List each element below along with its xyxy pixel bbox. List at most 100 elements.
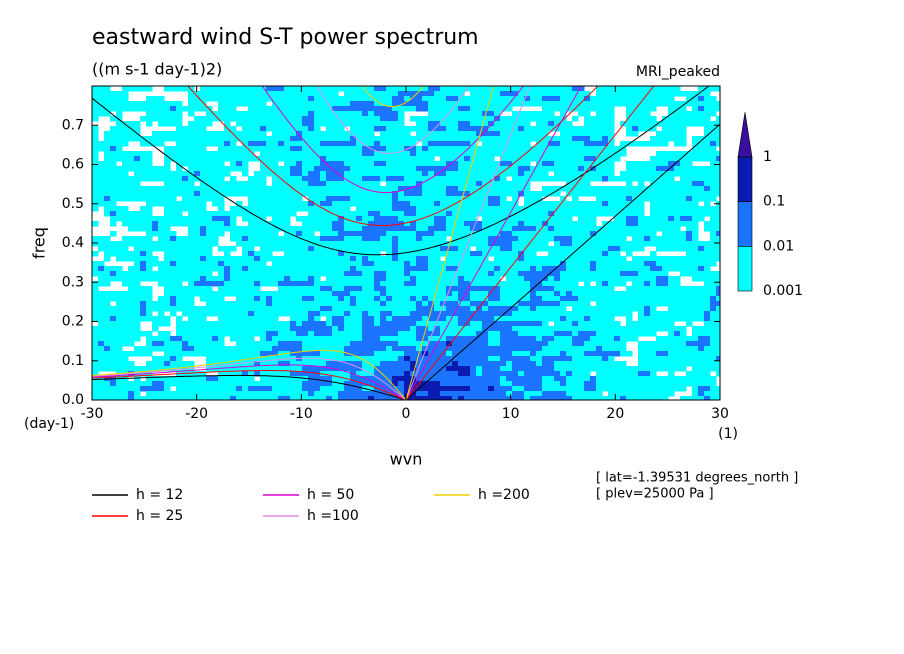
spectrum-cell: [362, 311, 369, 317]
spectrum-cell: [698, 286, 705, 292]
spectrum-cell: [188, 246, 195, 252]
spectrum-cell: [446, 156, 453, 162]
spectrum-cell: [680, 341, 687, 347]
spectrum-cell: [362, 131, 369, 137]
spectrum-cell: [470, 121, 477, 127]
spectrum-cell: [464, 296, 471, 302]
spectrum-cell: [254, 156, 261, 162]
spectrum-cell: [290, 246, 297, 252]
spectrum-cell: [188, 141, 195, 147]
spectrum-cell: [506, 311, 513, 317]
spectrum-cell: [452, 121, 459, 127]
spectrum-cell: [140, 311, 147, 317]
spectrum-cell: [668, 191, 675, 197]
spectrum-cell: [416, 321, 423, 327]
spectrum-cell: [374, 146, 381, 152]
spectrum-cell: [602, 86, 609, 92]
spectrum-cell: [206, 256, 213, 262]
spectrum-cell: [602, 221, 609, 227]
spectrum-cell: [602, 96, 609, 102]
spectrum-cell: [428, 201, 435, 207]
spectrum-cell: [422, 206, 429, 212]
spectrum-cell: [668, 186, 675, 192]
spectrum-cell: [602, 211, 609, 217]
spectrum-cell: [632, 296, 639, 302]
spectrum-cell: [110, 271, 117, 277]
spectrum-cell: [338, 166, 345, 172]
spectrum-cell: [626, 186, 633, 192]
spectrum-cell: [476, 311, 483, 317]
spectrum-cell: [392, 341, 399, 347]
spectrum-cell: [194, 226, 201, 232]
spectrum-cell: [686, 286, 693, 292]
spectrum-cell: [386, 311, 393, 317]
spectrum-cell: [218, 266, 225, 272]
spectrum-cell: [356, 166, 363, 172]
spectrum-cell: [518, 306, 525, 312]
spectrum-cell: [338, 206, 345, 212]
spectrum-cell: [434, 296, 441, 302]
spectrum-cell: [344, 336, 351, 342]
spectrum-cell: [512, 231, 519, 237]
spectrum-cell: [620, 151, 627, 157]
spectrum-cell: [254, 326, 261, 332]
spectrum-cell: [692, 96, 699, 102]
spectrum-cell: [170, 336, 177, 342]
spectrum-cell: [638, 171, 645, 177]
spectrum-cell: [548, 176, 555, 182]
spectrum-cell: [482, 161, 489, 167]
spectrum-cell: [374, 326, 381, 332]
spectrum-cell: [710, 331, 717, 337]
spectrum-cell: [500, 156, 507, 162]
spectrum-cell: [422, 296, 429, 302]
spectrum-cell: [458, 186, 465, 192]
spectrum-cell: [254, 271, 261, 277]
spectrum-cell: [314, 131, 321, 137]
spectrum-cell: [650, 136, 657, 142]
spectrum-cell: [626, 101, 633, 107]
spectrum-cell: [434, 121, 441, 127]
spectrum-cell: [476, 316, 483, 322]
spectrum-cell: [362, 301, 369, 307]
spectrum-cell: [584, 106, 591, 112]
spectrum-cell: [278, 171, 285, 177]
spectrum-cell: [476, 196, 483, 202]
spectrum-cell: [332, 131, 339, 137]
spectrum-cell: [404, 236, 411, 242]
spectrum-cell: [326, 126, 333, 132]
spectrum-cell: [440, 301, 447, 307]
spectrum-cell: [206, 291, 213, 297]
spectrum-cell: [536, 231, 543, 237]
spectrum-cell: [134, 216, 141, 222]
spectrum-cell: [164, 151, 171, 157]
spectrum-cell: [398, 151, 405, 157]
spectrum-cell: [584, 306, 591, 312]
spectrum-cell: [458, 231, 465, 237]
spectrum-cell: [254, 186, 261, 192]
spectrum-cell: [626, 131, 633, 137]
spectrum-cell: [344, 246, 351, 252]
spectrum-cell: [122, 161, 129, 167]
spectrum-cell: [524, 246, 531, 252]
spectrum-cell: [374, 211, 381, 217]
spectrum-cell: [152, 221, 159, 227]
spectrum-cell: [698, 106, 705, 112]
spectrum-cell: [560, 96, 567, 102]
spectrum-cell: [218, 201, 225, 207]
spectrum-cell: [374, 86, 381, 92]
spectrum-cell: [368, 221, 375, 227]
spectrum-cell: [464, 311, 471, 317]
spectrum-cell: [224, 216, 231, 222]
spectrum-cell: [662, 316, 669, 322]
spectrum-cell: [110, 96, 117, 102]
spectrum-cell: [212, 151, 219, 157]
spectrum-cell: [578, 316, 585, 322]
spectrum-cell: [356, 156, 363, 162]
spectrum-cell: [416, 276, 423, 282]
spectrum-cell: [644, 116, 651, 122]
spectrum-cell: [356, 331, 363, 337]
spectrum-cell: [296, 216, 303, 222]
spectrum-cell: [398, 196, 405, 202]
spectrum-cell: [482, 86, 489, 92]
spectrum-cell: [512, 296, 519, 302]
